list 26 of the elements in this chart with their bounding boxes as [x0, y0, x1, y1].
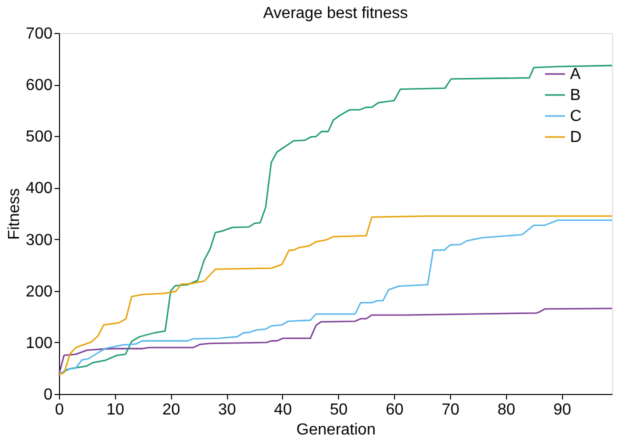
x-tick-label: 90 [553, 402, 572, 418]
legend-label: D [570, 129, 582, 146]
x-tick-label: 20 [162, 402, 180, 418]
x-tick-label: 40 [274, 402, 292, 418]
legend-label: C [570, 108, 582, 125]
x-tick-label: 50 [330, 402, 348, 418]
x-tick-label: 10 [106, 402, 124, 418]
y-tick-label: 200 [26, 283, 53, 300]
y-tick-label: 0 [44, 386, 53, 404]
y-tick-label: 400 [26, 180, 53, 198]
x-tick-label: 70 [442, 402, 460, 418]
line-series [58, 308, 613, 376]
y-tick-label: 100 [26, 334, 53, 352]
y-axis-title: Fitness [6, 188, 23, 240]
legend-label: A [570, 66, 581, 83]
y-tick-label: 300 [26, 232, 53, 249]
y-tick-label: 600 [26, 77, 53, 94]
x-axis-title: Generation [296, 422, 376, 438]
x-tick-label: 80 [497, 402, 516, 418]
legend-label: B [570, 87, 581, 104]
x-tick-label: 30 [218, 402, 236, 418]
y-tick-label: 700 [26, 26, 53, 42]
y-tick-label: 500 [26, 128, 53, 146]
x-tick-label: 0 [55, 402, 64, 418]
chart-title: Average best fitness [263, 5, 408, 22]
x-tick-label: 60 [386, 402, 404, 418]
